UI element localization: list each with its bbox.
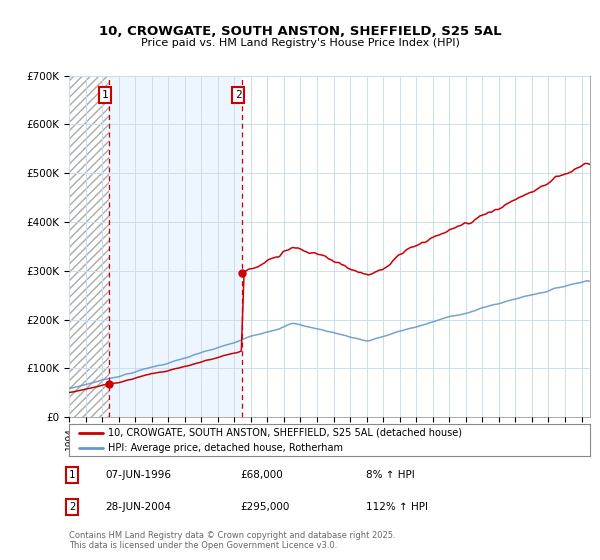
Text: Contains HM Land Registry data © Crown copyright and database right 2025.
This d: Contains HM Land Registry data © Crown c… bbox=[69, 530, 395, 550]
Text: 10, CROWGATE, SOUTH ANSTON, SHEFFIELD, S25 5AL (detached house): 10, CROWGATE, SOUTH ANSTON, SHEFFIELD, S… bbox=[108, 428, 462, 438]
Text: £68,000: £68,000 bbox=[240, 470, 283, 480]
Text: £295,000: £295,000 bbox=[240, 502, 289, 512]
Text: 2: 2 bbox=[235, 90, 242, 100]
Text: 07-JUN-1996: 07-JUN-1996 bbox=[105, 470, 171, 480]
Text: 28-JUN-2004: 28-JUN-2004 bbox=[105, 502, 171, 512]
Text: 1: 1 bbox=[69, 470, 75, 480]
Bar bbox=[69, 76, 109, 417]
Text: Price paid vs. HM Land Registry's House Price Index (HPI): Price paid vs. HM Land Registry's House … bbox=[140, 38, 460, 48]
Text: 2: 2 bbox=[69, 502, 75, 512]
Text: 112% ↑ HPI: 112% ↑ HPI bbox=[366, 502, 428, 512]
Text: 8% ↑ HPI: 8% ↑ HPI bbox=[366, 470, 415, 480]
Text: HPI: Average price, detached house, Rotherham: HPI: Average price, detached house, Roth… bbox=[108, 442, 343, 452]
Bar bbox=[109, 76, 242, 417]
Text: 1: 1 bbox=[102, 90, 109, 100]
Text: 10, CROWGATE, SOUTH ANSTON, SHEFFIELD, S25 5AL: 10, CROWGATE, SOUTH ANSTON, SHEFFIELD, S… bbox=[98, 25, 502, 38]
